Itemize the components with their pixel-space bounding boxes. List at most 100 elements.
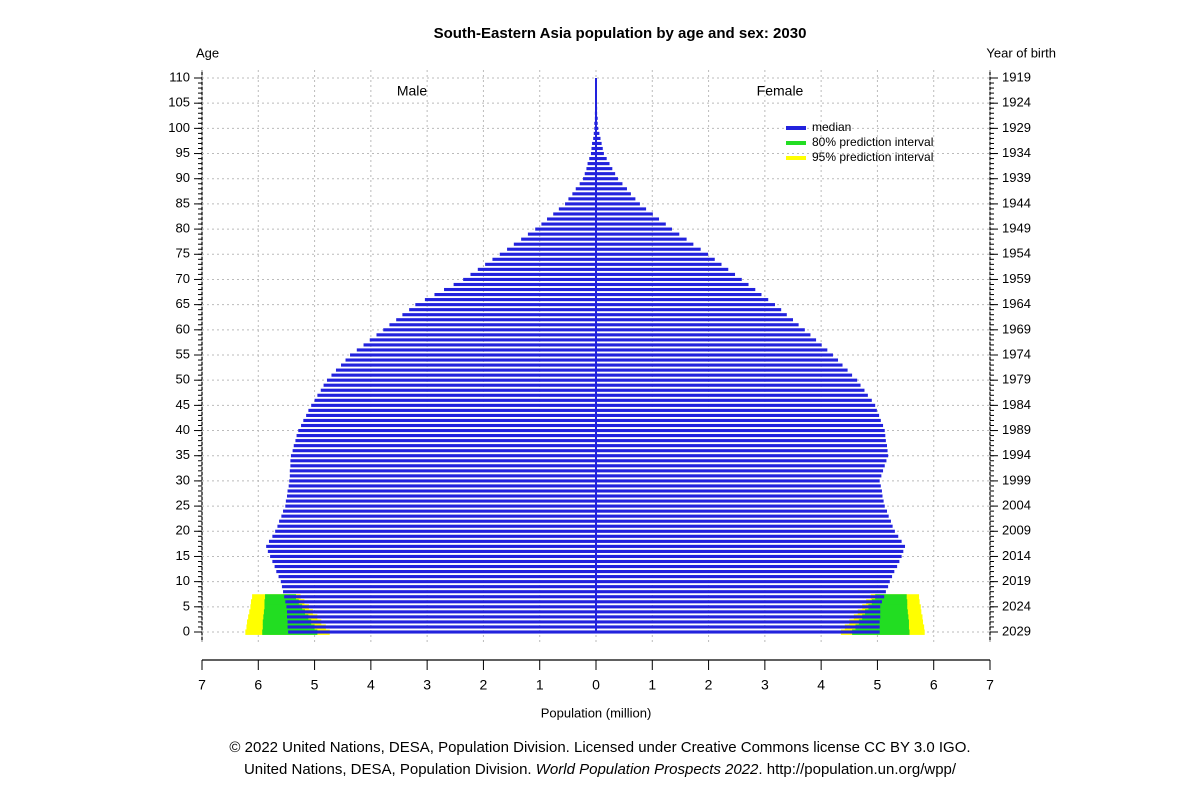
bar [521, 237, 596, 241]
prediction-interval [262, 619, 312, 625]
y-tick-label: 40 [176, 422, 190, 437]
bar [596, 393, 868, 397]
bar [596, 323, 799, 327]
bar [444, 287, 596, 292]
bar [415, 303, 596, 307]
bar [270, 554, 596, 559]
y-tick-label: 105 [168, 95, 190, 110]
bar [596, 484, 881, 488]
bar [596, 539, 902, 543]
bar [287, 625, 596, 629]
bar [596, 469, 884, 473]
bar [596, 298, 769, 302]
bar [290, 454, 596, 458]
bar [290, 459, 596, 463]
bar [596, 197, 636, 201]
bar [290, 464, 596, 468]
bar [596, 625, 880, 629]
bar [596, 454, 889, 458]
y-tick-label: 5 [183, 598, 190, 613]
bar [434, 293, 596, 297]
chart-title: South-Eastern Asia population by age and… [434, 25, 807, 42]
bar [376, 333, 596, 337]
bar [596, 162, 610, 166]
bar [596, 328, 805, 332]
y-tick-label: 85 [176, 195, 190, 210]
bar [596, 303, 775, 307]
bar [596, 428, 885, 433]
bar [596, 403, 876, 407]
bar [596, 172, 616, 176]
bar [596, 217, 660, 221]
y-tick-label: 60 [176, 321, 190, 336]
bar [286, 610, 596, 614]
bar [274, 564, 596, 569]
bar [589, 157, 596, 161]
bar [596, 177, 618, 181]
bar [596, 570, 895, 574]
legend-label: median [812, 120, 851, 134]
bar [369, 338, 596, 342]
y2-tick-label: 1999 [1002, 472, 1031, 487]
bar [596, 554, 902, 559]
bar [288, 630, 596, 634]
bar [285, 504, 596, 508]
bar [591, 146, 596, 151]
bar [596, 287, 756, 292]
bar [596, 247, 701, 251]
y2-tick-label: 1939 [1002, 170, 1031, 185]
bar [565, 202, 596, 206]
bar [596, 313, 787, 317]
bar [596, 519, 891, 523]
bar [335, 368, 596, 372]
bar [283, 590, 596, 594]
prediction-interval [862, 614, 909, 620]
bar [396, 318, 596, 322]
bar [535, 227, 596, 231]
bar [596, 600, 882, 604]
bar [287, 620, 596, 624]
bar [575, 187, 596, 191]
bar [295, 439, 596, 443]
bar [596, 559, 900, 564]
x-tick-label: 6 [930, 677, 938, 693]
y-tick-label: 90 [176, 170, 190, 185]
bar [281, 585, 596, 589]
bar [593, 131, 596, 135]
bar [596, 202, 640, 206]
prediction-interval [865, 609, 908, 615]
bar [306, 413, 596, 417]
prediction-interval [265, 594, 296, 600]
series-label: Female [757, 83, 804, 99]
x-tick-label: 0 [592, 677, 600, 693]
bar [285, 600, 596, 604]
bar [579, 182, 596, 186]
bar [590, 151, 596, 156]
bar [266, 544, 596, 548]
footer-text: . http://population.un.org/wpp/ [758, 761, 956, 778]
bar [596, 509, 887, 513]
y2-tick-label: 2029 [1002, 623, 1031, 638]
bar [596, 262, 722, 266]
x-tick-label: 7 [198, 677, 206, 693]
bar [596, 182, 623, 186]
y2-axis-label: Year of birth [986, 45, 1056, 60]
bar [596, 544, 906, 548]
bar [320, 388, 596, 392]
bar [596, 605, 881, 609]
bar [568, 197, 596, 201]
bar [596, 464, 885, 468]
bar [553, 212, 596, 216]
prediction-interval [263, 609, 306, 615]
bar [280, 580, 596, 584]
bar [596, 227, 672, 231]
bar [596, 207, 647, 211]
bar [289, 479, 596, 483]
bar [596, 257, 715, 261]
bar [596, 126, 599, 130]
bar [596, 595, 885, 599]
x-tick-label: 6 [254, 677, 262, 693]
y-tick-label: 100 [168, 120, 190, 135]
